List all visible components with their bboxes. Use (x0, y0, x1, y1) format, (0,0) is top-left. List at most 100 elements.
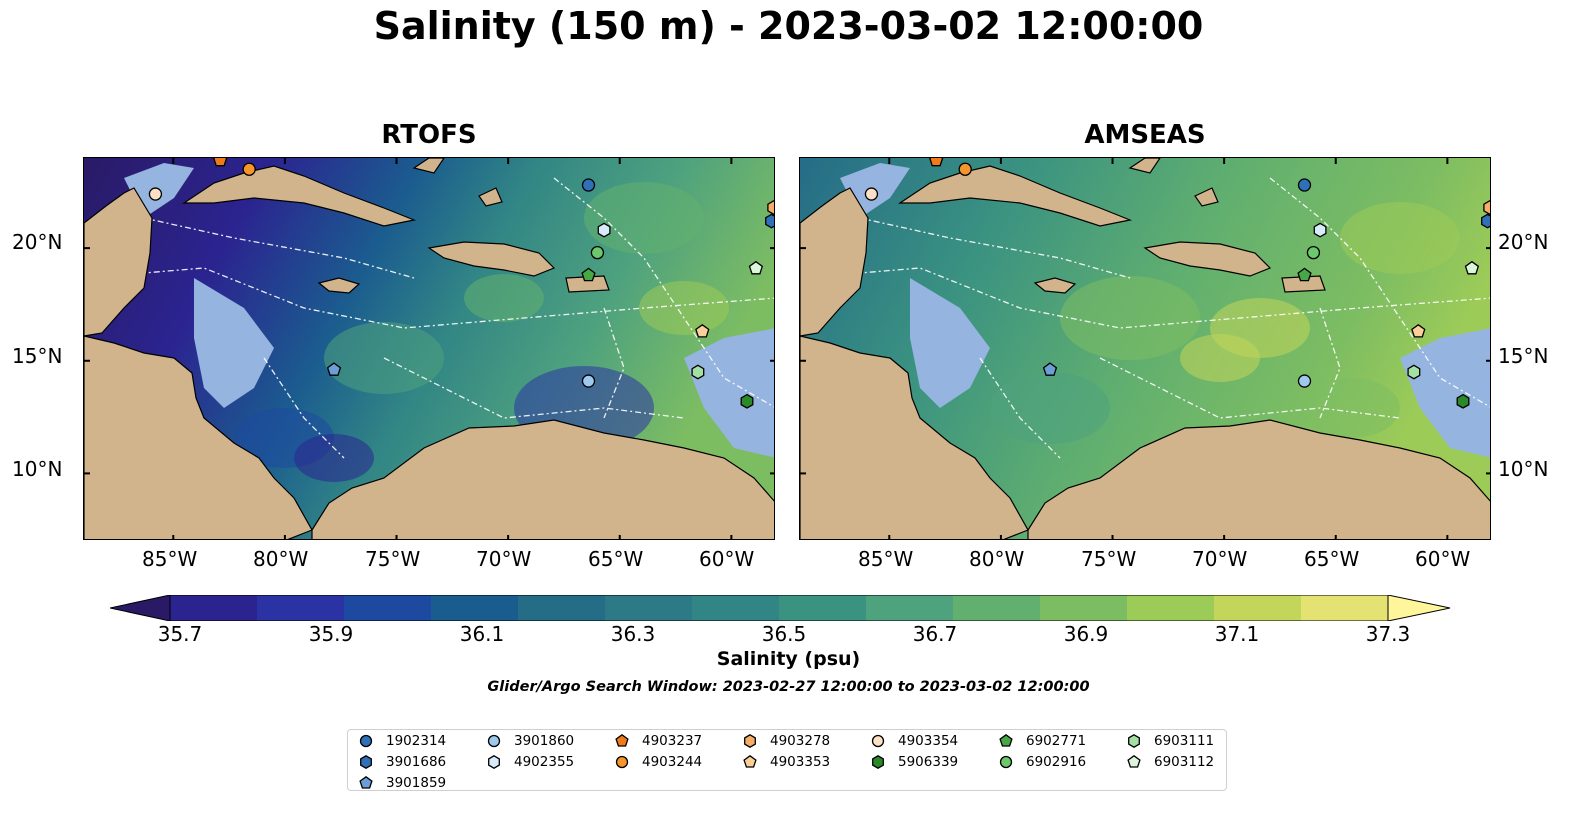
legend-item-6903112: 6903112 (1126, 754, 1214, 770)
colorbar-segment (1127, 595, 1215, 621)
circle-marker-icon (487, 734, 501, 748)
float-marker-4903237[interactable] (213, 158, 228, 167)
legend: 1902314 3901686 3901859 3901860 4902355 49032… (347, 729, 1227, 791)
eez-boundary-line (1269, 177, 1490, 408)
float-marker-5906339[interactable] (740, 393, 754, 409)
float-marker-3901686[interactable] (765, 213, 775, 229)
circle-marker-icon (871, 734, 885, 748)
colorbar (109, 594, 1460, 625)
legend-item-6903111: 6903111 (1126, 733, 1214, 749)
legend-label: 3901860 (514, 733, 575, 749)
map-panel-amseas[interactable] (799, 157, 1491, 540)
colorbar-segment (1301, 595, 1389, 621)
legend-label: 6903111 (1154, 733, 1215, 749)
shallow-water-region (1400, 328, 1490, 458)
pentagon-marker-icon (1127, 754, 1141, 768)
float-marker-1902314[interactable] (1297, 178, 1312, 192)
legend-marker-4903354[interactable] (871, 734, 885, 748)
hexagon-marker-icon (1128, 734, 1140, 748)
float-marker-4903237[interactable] (929, 158, 944, 167)
circle-marker-icon (999, 755, 1013, 769)
colorbar-segment (1040, 595, 1128, 621)
legend-marker-4903237[interactable] (615, 733, 629, 747)
legend-item-1902314: 1902314 (358, 733, 446, 749)
float-marker-1902314[interactable] (581, 178, 596, 192)
float-marker-3901859[interactable] (1042, 362, 1058, 376)
float-marker-6903112[interactable] (748, 260, 764, 275)
lat-label-left-15N: 15°N (12, 344, 63, 368)
lon-label-rtofs-60W: 60°W (699, 547, 755, 571)
colorbar-segment (170, 595, 258, 621)
panel-title-rtofs: RTOFS (381, 120, 477, 150)
float-marker-4903244[interactable] (958, 162, 972, 176)
lon-label-rtofs-80W: 80°W (253, 547, 309, 571)
legend-label: 4903278 (770, 733, 831, 749)
colorbar-extend-min (109, 594, 171, 622)
float-marker-3901859[interactable] (326, 362, 342, 376)
float-marker-6903112[interactable] (1464, 260, 1480, 275)
colorbar-tick-36-9: 36.9 (1063, 622, 1109, 646)
legend-marker-6902771[interactable] (999, 733, 1013, 747)
circle-marker-icon (615, 755, 629, 769)
legend-marker-6903112[interactable] (1127, 754, 1141, 768)
circle-marker-icon (359, 734, 373, 748)
eez-boundary-line (143, 217, 415, 279)
eddy-feature (1180, 334, 1260, 382)
panel-title-amseas: AMSEAS (1084, 120, 1206, 150)
legend-marker-4902355[interactable] (488, 755, 500, 769)
float-marker-4903353[interactable] (695, 323, 710, 338)
legend-marker-3901859[interactable] (359, 775, 373, 789)
float-marker-6903111[interactable] (691, 364, 705, 380)
float-marker-4903278[interactable] (767, 200, 775, 216)
pentagon-marker-icon (359, 775, 373, 789)
float-marker-5906339[interactable] (1456, 393, 1470, 409)
colorbar-segment (1214, 595, 1302, 621)
legend-label: 4903354 (898, 733, 959, 749)
land-mass (478, 187, 503, 207)
legend-marker-6902916[interactable] (999, 755, 1013, 769)
legend-item-6902771: 6902771 (998, 733, 1086, 749)
float-marker-4903354[interactable] (148, 187, 163, 201)
float-marker-6902916[interactable] (1306, 245, 1321, 260)
eez-boundary-line (979, 357, 1061, 459)
lon-label-rtofs-75W: 75°W (365, 547, 421, 571)
legend-item-3901860: 3901860 (486, 733, 574, 749)
colorbar-tick-35-7: 35.7 (157, 622, 203, 646)
float-marker-6902771[interactable] (1297, 267, 1312, 282)
map-panel-rtofs[interactable] (83, 157, 775, 540)
legend-item-4903353: 4903353 (742, 754, 830, 770)
legend-marker-3901860[interactable] (487, 734, 501, 748)
legend-marker-3901686[interactable] (360, 755, 372, 769)
legend-item-4902355: 4902355 (486, 754, 574, 770)
float-marker-4902355[interactable] (597, 222, 611, 238)
eez-boundary-line (84, 267, 774, 329)
float-marker-6902916[interactable] (590, 245, 605, 260)
float-marker-3901686[interactable] (1481, 213, 1491, 229)
float-marker-3901860[interactable] (581, 374, 596, 388)
float-marker-6903111[interactable] (1407, 364, 1421, 380)
float-marker-3901860[interactable] (1297, 374, 1312, 388)
float-marker-4903353[interactable] (1411, 323, 1426, 338)
eddy-feature (990, 372, 1110, 444)
shallow-water-region (194, 278, 274, 408)
hexagon-marker-icon (488, 755, 500, 769)
float-marker-4902355[interactable] (1313, 222, 1327, 238)
colorbar-tick-37-3: 37.3 (1365, 622, 1411, 646)
pentagon-marker-icon (615, 733, 629, 747)
legend-marker-1902314[interactable] (359, 734, 373, 748)
float-marker-4903278[interactable] (1483, 200, 1491, 216)
float-marker-6902771[interactable] (581, 267, 596, 282)
land-mass (1033, 277, 1077, 294)
lon-label-amseas-75W: 75°W (1081, 547, 1137, 571)
legend-marker-4903278[interactable] (744, 734, 756, 748)
land-mass (1143, 241, 1272, 277)
legend-marker-4903244[interactable] (615, 755, 629, 769)
legend-marker-6903111[interactable] (1128, 734, 1140, 748)
search-window-note: Glider/Argo Search Window: 2023-02-27 12… (487, 679, 1090, 695)
float-marker-4903354[interactable] (864, 187, 879, 201)
legend-item-6902916: 6902916 (998, 754, 1086, 770)
float-marker-4903244[interactable] (242, 162, 256, 176)
legend-marker-5906339[interactable] (872, 755, 884, 769)
hexagon-marker-icon (872, 755, 884, 769)
legend-marker-4903353[interactable] (743, 754, 757, 768)
